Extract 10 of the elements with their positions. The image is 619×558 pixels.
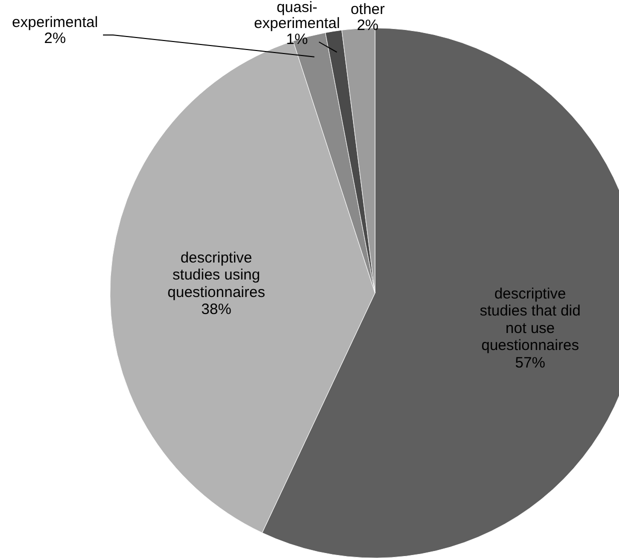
slice-label: experimental	[12, 14, 98, 31]
data-label: 38%	[201, 301, 232, 318]
data-label: 2%	[356, 17, 379, 34]
data-label: 57%	[515, 354, 546, 372]
slice-label: descriptive studies using questionnaires	[168, 249, 266, 301]
slice-label: other	[350, 1, 385, 18]
slice-label: quasi-experimental	[254, 0, 340, 32]
data-label: 1%	[286, 31, 308, 48]
slice-label: descriptive studies that did not use questionnaires	[480, 285, 581, 354]
data-label: 2%	[44, 30, 66, 48]
